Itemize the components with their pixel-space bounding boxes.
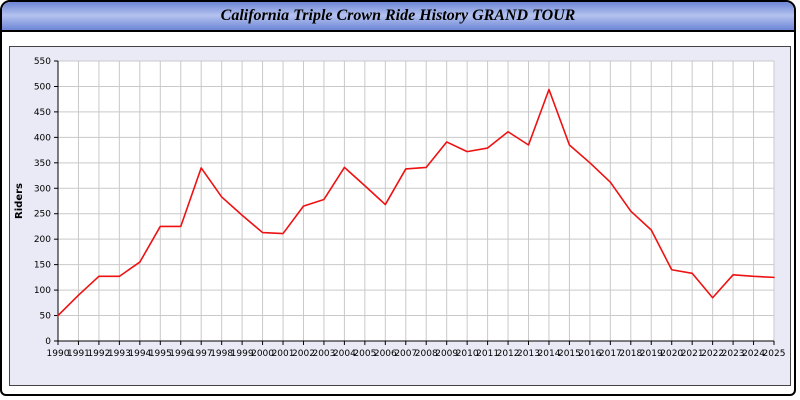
svg-text:550: 550	[34, 57, 51, 67]
svg-text:200: 200	[34, 235, 51, 245]
svg-text:2014: 2014	[538, 349, 561, 359]
svg-text:2008: 2008	[415, 349, 438, 359]
svg-text:2020: 2020	[660, 349, 683, 359]
svg-text:2019: 2019	[640, 349, 663, 359]
chart-panel: 0 50 100 150 200 250 300 350 400 450 500 550 1990 199…	[9, 46, 791, 386]
svg-text:1994: 1994	[128, 349, 151, 359]
svg-text:1990: 1990	[47, 349, 70, 359]
svg-text:2001: 2001	[272, 349, 295, 359]
svg-text:2025: 2025	[763, 349, 786, 359]
svg-text:2013: 2013	[517, 349, 540, 359]
svg-text:0: 0	[45, 337, 51, 347]
svg-text:2021: 2021	[681, 349, 704, 359]
svg-text:400: 400	[34, 133, 51, 143]
ride-history-line-chart: 0501001502002503003504004505005501990199…	[14, 57, 786, 359]
svg-text:2004: 2004	[333, 349, 356, 359]
svg-text:2009: 2009	[435, 349, 458, 359]
svg-text:450: 450	[34, 108, 51, 118]
svg-text:1995: 1995	[149, 349, 172, 359]
svg-text:1992: 1992	[87, 349, 110, 359]
page-title: California Triple Crown Ride History GRA…	[220, 7, 576, 24]
svg-text:2015: 2015	[558, 349, 581, 359]
svg-text:2018: 2018	[619, 349, 642, 359]
svg-text:1993: 1993	[108, 349, 131, 359]
svg-text:2007: 2007	[394, 349, 417, 359]
svg-text:2017: 2017	[599, 349, 622, 359]
svg-text:2024: 2024	[742, 349, 765, 359]
svg-text:2002: 2002	[292, 349, 315, 359]
svg-text:2022: 2022	[701, 349, 724, 359]
svg-text:2006: 2006	[374, 349, 397, 359]
svg-text:Riders: Riders	[14, 183, 25, 219]
svg-text:2005: 2005	[353, 349, 376, 359]
svg-text:2011: 2011	[476, 349, 499, 359]
svg-text:2000: 2000	[251, 349, 274, 359]
svg-text:2023: 2023	[722, 349, 745, 359]
svg-text:250: 250	[34, 210, 51, 220]
svg-text:1991: 1991	[67, 349, 90, 359]
svg-text:2010: 2010	[456, 349, 479, 359]
svg-text:350: 350	[34, 159, 51, 169]
svg-text:100: 100	[34, 286, 51, 296]
svg-text:1996: 1996	[169, 349, 192, 359]
svg-text:2012: 2012	[497, 349, 520, 359]
page-title-bar: California Triple Crown Ride History GRA…	[2, 2, 794, 32]
svg-text:2003: 2003	[312, 349, 335, 359]
svg-text:50: 50	[40, 312, 52, 322]
svg-text:500: 500	[34, 82, 51, 92]
svg-text:1998: 1998	[210, 349, 233, 359]
svg-text:300: 300	[34, 184, 51, 194]
svg-text:1997: 1997	[190, 349, 213, 359]
svg-text:1999: 1999	[231, 349, 254, 359]
svg-text:150: 150	[34, 261, 51, 271]
svg-text:2016: 2016	[578, 349, 601, 359]
